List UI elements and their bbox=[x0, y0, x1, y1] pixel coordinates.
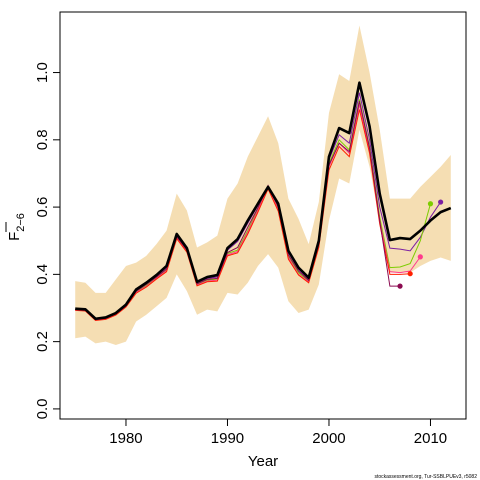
x-tick-label: 1990 bbox=[211, 430, 244, 447]
y-axis-title: F2−6 bbox=[5, 213, 27, 241]
y-tick-label: 0.0 bbox=[34, 398, 51, 419]
plot-frame bbox=[59, 11, 467, 420]
retrospective-end-point-2 bbox=[427, 201, 434, 207]
x-tick-label: 2000 bbox=[312, 430, 345, 447]
svg-text:F2−6: F2−6 bbox=[6, 213, 27, 241]
y-axis-title-subscript: 2−6 bbox=[15, 213, 27, 232]
y-tick-label: 0.8 bbox=[34, 129, 51, 150]
retrospective-end-point-3 bbox=[417, 254, 423, 260]
y-tick-label: 0.6 bbox=[34, 197, 51, 218]
footnote: stockassessment.org, Tur-SSBLPUEv3, r508… bbox=[374, 474, 477, 480]
y-tick-label: 0.4 bbox=[34, 264, 51, 285]
x-axis: 1980 1990 2000 2010 bbox=[109, 419, 447, 447]
x-axis-title: Year bbox=[248, 453, 278, 470]
estimate-line bbox=[75, 81, 452, 321]
x-tick-label: 1980 bbox=[109, 430, 142, 447]
retrospective-line-4 bbox=[75, 109, 411, 321]
y-tick-label: 1.0 bbox=[34, 62, 51, 83]
retrospective-end-point-5 bbox=[397, 283, 403, 289]
y-axis-title-main: F bbox=[6, 232, 23, 241]
y-tick-label: 0.2 bbox=[34, 331, 51, 352]
marker-layer bbox=[397, 199, 444, 289]
retrospective-end-point-4 bbox=[407, 271, 413, 277]
y-axis: 0.0 0.2 0.4 0.6 0.8 1.0 bbox=[34, 62, 60, 419]
series-layer bbox=[75, 81, 452, 321]
x-tick-label: 2010 bbox=[414, 430, 447, 447]
retrospective-end-point-1 bbox=[438, 199, 444, 205]
